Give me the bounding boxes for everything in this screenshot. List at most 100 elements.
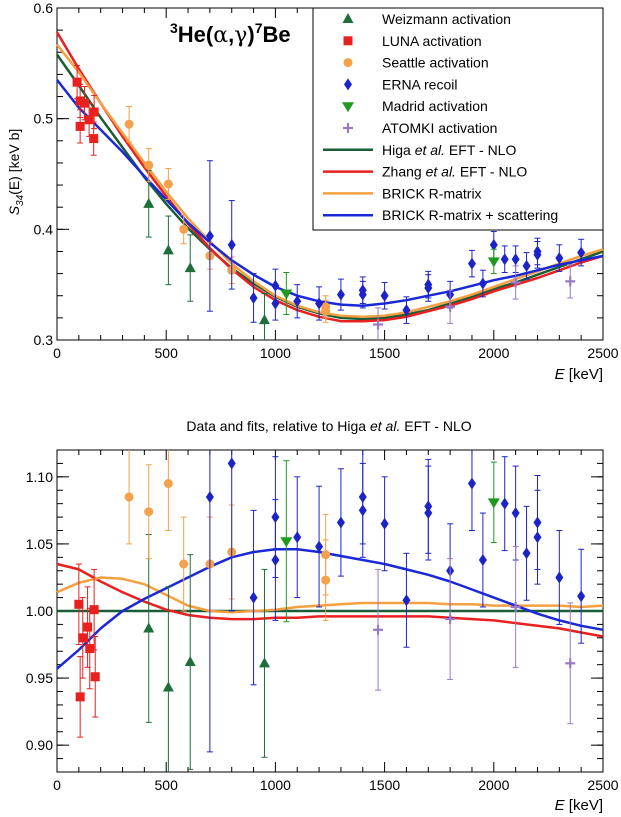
bottom-y-tick-label: 1.05 [26, 536, 53, 552]
top-point-luna [84, 115, 94, 125]
bottom-point-weizmann [258, 657, 270, 668]
legend-label-madrid: Madrid activation [382, 98, 488, 114]
bottom-point-atomki [445, 614, 456, 625]
bottom-x-tick-label: 2000 [478, 777, 509, 793]
top-chart-title: 3He(α,γ)7Be [170, 20, 291, 48]
bottom-point-erna [522, 547, 531, 560]
top-point-seattle [124, 119, 134, 129]
legend-entry-seattle: Seattle activation [343, 55, 489, 71]
bottom-point-erna [358, 504, 367, 517]
legend-label-zhang: Zhang et al. EFT - NLO [382, 164, 527, 180]
legend-label-seattle: Seattle activation [382, 55, 489, 71]
top-y-tick-label: 0.4 [34, 221, 54, 237]
bottom-point-luna [85, 644, 95, 654]
top-x-tick-label: 500 [155, 345, 179, 361]
bottom-point-luna [74, 599, 84, 609]
legend-entry-bricks: BRICK R-matrix + scattering [323, 207, 558, 223]
bottom-curve-zhang [56, 562, 604, 638]
top-point-madrid [280, 289, 293, 300]
top-point-madrid [487, 257, 500, 268]
top-point-erna [227, 238, 236, 251]
top-point-luna [80, 98, 90, 108]
legend-entry-zhang: Zhang et al. EFT - NLO [323, 164, 527, 180]
top-point-erna [271, 279, 280, 292]
bottom-ticks: 0 500 1000 1500 2000 2500 0.90 0.95 1.00 1.05 1.10 [26, 449, 619, 793]
bottom-point-weizmann [162, 681, 174, 692]
bottom-y-tick-label: 0.95 [26, 670, 53, 686]
top-panel: 0 500 1000 1500 2000 2500 0.3 0.4 0.5 0.6 3He(α,γ… [6, 0, 619, 383]
top-point-atomki [510, 277, 521, 288]
bottom-point-erna [511, 507, 520, 520]
bottom-x-tick-label: 1000 [260, 777, 291, 793]
top-point-seattle [179, 224, 189, 234]
top-y-axis-label: S34(E) [keV b] [6, 129, 26, 216]
top-point-erna [511, 253, 520, 266]
bottom-point-erna [227, 457, 236, 470]
bottom-point-erna [467, 477, 476, 490]
legend-label-bricks: BRICK R-matrix + scattering [382, 207, 558, 223]
bottom-point-erna [293, 531, 302, 544]
bottom-point-erna [533, 531, 542, 544]
bottom-x-axis-label: E [keV] [555, 797, 603, 814]
top-point-erna [358, 288, 367, 301]
top-point-erna [380, 289, 389, 302]
bottom-y-tick-label: 1.10 [26, 469, 53, 485]
legend-marker-madrid [342, 102, 354, 113]
bottom-point-luna [83, 622, 93, 632]
bottom-point-seattle [179, 559, 189, 569]
top-point-erna [489, 238, 498, 251]
bottom-point-weizmann [143, 622, 155, 633]
top-x-tick-label: 2000 [478, 345, 509, 361]
top-point-erna [271, 297, 280, 310]
bottom-point-erna [577, 590, 586, 603]
top-point-erna [533, 248, 542, 261]
top-point-luna [75, 121, 85, 131]
bottom-point-seattle [321, 575, 331, 585]
bottom-panel: Data and fits, relative to Higa et al. E… [26, 418, 619, 814]
bottom-point-erna [478, 554, 487, 567]
bottom-point-luna [75, 692, 85, 702]
legend-entry-brick: BRICK R-matrix [323, 185, 482, 201]
bottom-point-erna [336, 516, 345, 529]
bottom-point-erna [402, 594, 411, 607]
bottom-point-erna [271, 511, 280, 524]
top-point-erna [249, 291, 258, 304]
top-points [72, 65, 586, 340]
top-point-luna [89, 134, 99, 144]
bottom-point-erna [205, 490, 214, 503]
bottom-x-tick-label: 2500 [587, 777, 618, 793]
top-point-luna [72, 77, 82, 87]
top-point-weizmann [162, 244, 174, 255]
top-y-tick-label: 0.6 [34, 0, 54, 16]
bottom-point-seattle [163, 479, 173, 489]
top-x-tick-label: 1000 [260, 345, 291, 361]
bottom-point-atomki [510, 601, 521, 612]
top-y-tick-label: 0.5 [34, 111, 54, 127]
top-curve-zhang [55, 31, 604, 323]
top-point-weizmann [184, 262, 196, 273]
legend-label-atomki: ATOMKI activation [382, 120, 497, 136]
bottom-point-erna [249, 591, 258, 604]
legend: Weizmann activation LUNA activation Seattl… [312, 7, 604, 231]
bottom-point-erna [380, 517, 389, 530]
legend-entries: Weizmann activation LUNA activation Seattl… [323, 11, 558, 223]
legend-marker-seattle [343, 58, 353, 68]
legend-entry-luna: LUNA activation [343, 33, 482, 49]
top-point-erna [293, 295, 302, 308]
bottom-point-seattle [124, 492, 134, 502]
legend-entry-weizmann: Weizmann activation [342, 11, 511, 27]
bottom-x-tick-label: 500 [155, 777, 179, 793]
legend-entry-atomki: ATOMKI activation [343, 120, 497, 136]
bottom-curve-bricks [56, 548, 604, 670]
top-x-tick-label: 2500 [587, 345, 618, 361]
top-point-atomki [445, 301, 456, 312]
top-point-seattle [144, 160, 154, 170]
legend-label-erna: ERNA recoil [382, 76, 457, 92]
bottom-x-tick-label: 1500 [369, 777, 400, 793]
legend-marker-erna [344, 78, 352, 91]
top-point-erna [522, 259, 531, 272]
bottom-point-luna [78, 633, 88, 643]
bottom-point-weizmann [184, 655, 196, 666]
top-x-tick-label: 1500 [369, 345, 400, 361]
top-point-atomki [565, 276, 576, 287]
